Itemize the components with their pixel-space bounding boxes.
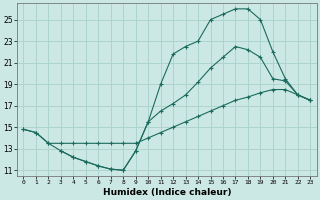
X-axis label: Humidex (Indice chaleur): Humidex (Indice chaleur) xyxy=(103,188,231,197)
